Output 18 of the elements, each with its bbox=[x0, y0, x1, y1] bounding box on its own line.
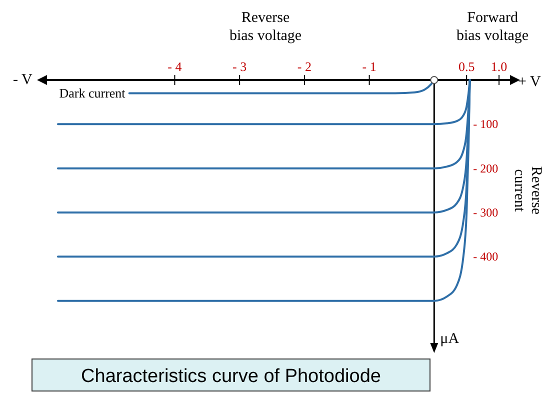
y-tick-label: - 100 bbox=[473, 117, 498, 132]
y-tick-label: - 400 bbox=[473, 250, 498, 264]
x-tick-label: - 3 bbox=[232, 59, 247, 74]
text: Characteristics curve of Photodiode bbox=[81, 366, 381, 387]
text: - V bbox=[13, 72, 32, 88]
y-tick-label: - 300 bbox=[473, 206, 498, 220]
y-axis-title: Reverse current bbox=[511, 166, 544, 215]
x-tick-label: 0.5 bbox=[458, 59, 475, 74]
text: Forward bias voltage bbox=[456, 10, 529, 44]
x-tick-label: 1.0 bbox=[490, 59, 508, 74]
y-tick-label: - 200 bbox=[473, 161, 498, 176]
x-tick-label: - 4 bbox=[168, 59, 182, 74]
text: Reverse bias voltage bbox=[229, 10, 302, 44]
x-tick-label: - 2 bbox=[297, 59, 312, 74]
series-label: Dark current bbox=[59, 85, 126, 100]
annotation: μA bbox=[440, 331, 460, 347]
x-tick-label: - 1 bbox=[362, 59, 376, 74]
text: + V bbox=[518, 74, 541, 90]
